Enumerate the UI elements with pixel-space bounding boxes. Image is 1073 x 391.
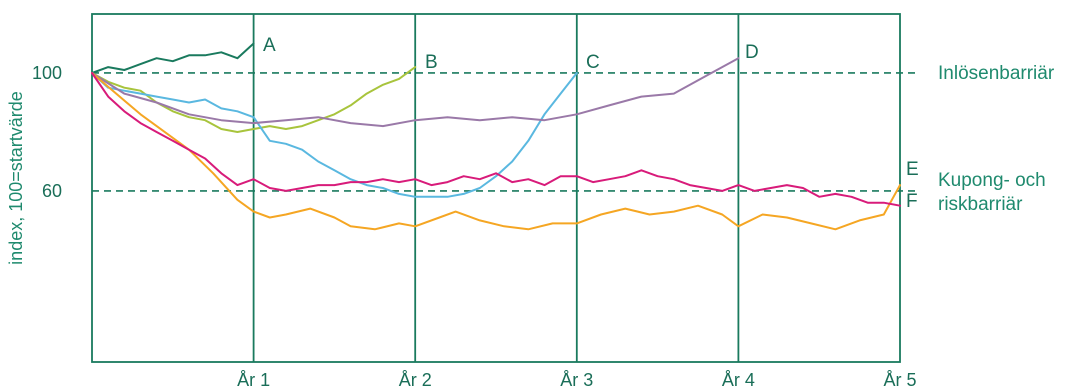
- chart-text: År 1 År 2 År 3 År 4 År 5 60 100 index, 100=star…: [6, 35, 1055, 390]
- series-line-C: [91, 72, 578, 198]
- series-line-D: [91, 57, 740, 128]
- series-lines: [91, 42, 901, 231]
- plot-frame: [91, 13, 901, 363]
- x-tick-label: År 3: [560, 370, 593, 390]
- series-label-B: B: [425, 52, 438, 73]
- series-label-A: A: [263, 35, 276, 56]
- series-label-E: E: [906, 159, 919, 180]
- y-tick-label: 100: [32, 63, 62, 83]
- x-tick-label: År 1: [237, 370, 270, 390]
- y-axis-label: index, 100=startvärde: [6, 91, 26, 265]
- x-tick-label: År 4: [722, 370, 755, 390]
- series-label-C: C: [586, 52, 600, 73]
- series-label-F: F: [906, 191, 918, 212]
- series-line-E: [91, 72, 901, 231]
- series-line-A: [91, 42, 255, 74]
- reference-lines: [92, 72, 918, 192]
- series-label-D: D: [745, 42, 759, 63]
- series-line-F: [91, 72, 901, 207]
- reference-label-line: Kupong- och: [938, 170, 1046, 191]
- x-tick-label: År 5: [883, 370, 916, 390]
- x-tick-label: År 2: [399, 370, 432, 390]
- y-tick-label: 60: [42, 181, 62, 201]
- reference-label: Inlösenbarriär: [938, 63, 1055, 84]
- reference-label-line: riskbarriär: [938, 194, 1023, 215]
- plot-border: [91, 13, 901, 363]
